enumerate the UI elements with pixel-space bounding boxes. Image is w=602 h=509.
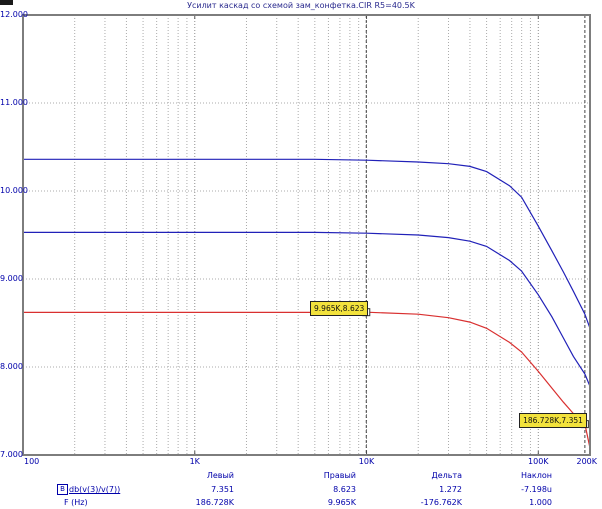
x-tick-label: 1K <box>189 457 200 466</box>
readout-header-right: Правый <box>323 471 356 480</box>
readout-value: -7.198u <box>521 485 552 494</box>
x-tick-label: 10K <box>358 457 375 466</box>
curve-gain-upper-blue <box>23 158 591 329</box>
readout-header-delta: Дельта <box>431 471 462 480</box>
x-tick-label: 100K <box>528 457 549 466</box>
readout-value: 1.000 <box>529 498 552 507</box>
y-tick-label: 12.000 <box>0 10 28 19</box>
y-tick-label: 8.000 <box>0 362 23 371</box>
readout-header-left: Левый <box>206 471 234 480</box>
readout-header-slope: Наклон <box>521 471 552 480</box>
x-axis-variable: F (Hz) <box>64 498 88 507</box>
y-tick-label: 10.000 <box>0 186 28 195</box>
waveform-expression[interactable]: db(v(3)/v(7)) <box>69 485 121 494</box>
y-tick-label: 11.000 <box>0 98 28 107</box>
x-tick-label: 200K <box>576 457 597 466</box>
plot-border <box>22 14 591 456</box>
cursor-value-box[interactable]: 9.965K,8.623 <box>310 301 369 317</box>
readout-value: 9.965K <box>327 498 356 507</box>
x-tick-label: 100 <box>24 457 40 466</box>
plot-title: Усилит каскад со схемой зам_конфетка.CIR… <box>187 1 415 10</box>
y-tick-label: 9.000 <box>0 274 23 283</box>
readout-value: 1.272 <box>439 485 462 494</box>
y-tick-label: 7.000 <box>0 450 23 459</box>
curve-gain-red db(v(3)/v(7)) <box>23 311 591 449</box>
readout-value: -176.762K <box>420 498 462 507</box>
readout-value: 186.728K <box>195 498 234 507</box>
readout-value: 8.623 <box>333 485 356 494</box>
cursor-value-box[interactable]: 186.728K,7.351 <box>519 413 587 429</box>
corner-mark <box>0 0 13 5</box>
curve-gain-middle-blue <box>23 231 591 387</box>
readout-value: 7.351 <box>211 485 234 494</box>
branch-badge[interactable]: B <box>57 484 68 495</box>
